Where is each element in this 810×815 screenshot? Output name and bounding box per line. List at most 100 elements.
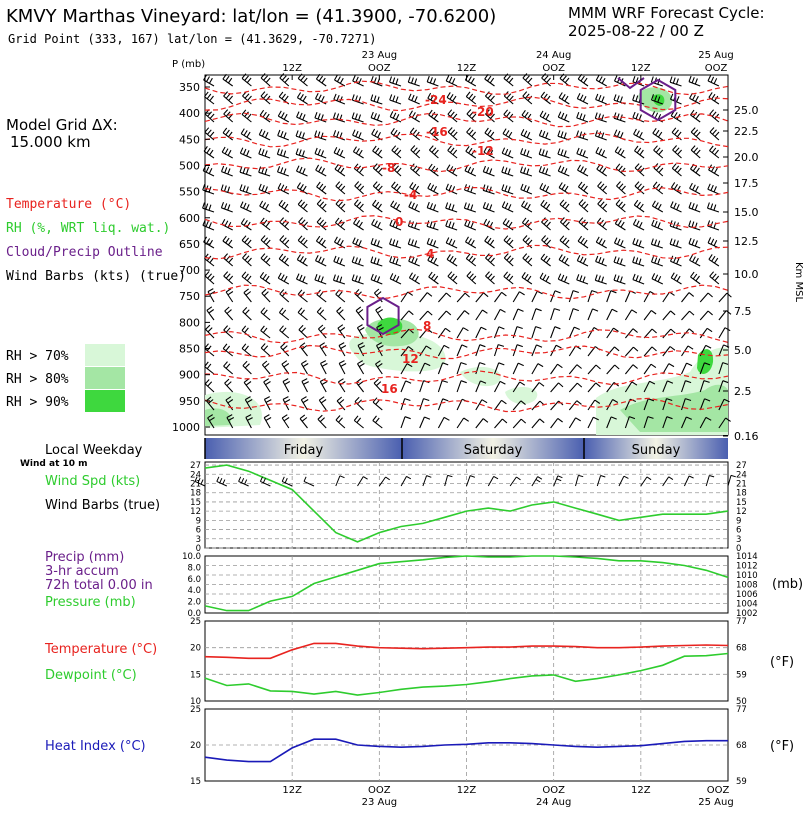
wind-barb <box>224 306 234 321</box>
wind-barb <box>577 181 589 195</box>
forecast-cycle-label: MMM WRF Forecast Cycle: <box>568 4 765 22</box>
wind-barb <box>597 181 608 195</box>
wind-barb <box>557 111 570 123</box>
wind-barb <box>614 146 626 159</box>
wind-barb <box>300 360 309 375</box>
wind-barb <box>258 148 271 159</box>
wind-barb <box>203 145 215 159</box>
wind-barb <box>225 288 234 303</box>
wind-barb <box>260 307 271 321</box>
weekday-name: Sunday <box>632 443 681 458</box>
km-tick-label: 20.0 <box>734 151 759 164</box>
rh-legend-label: RH > 70% <box>6 349 69 364</box>
wind-barb <box>662 310 676 321</box>
wind-barb <box>577 235 589 249</box>
wind-barb <box>576 130 589 141</box>
wind-barb <box>689 254 701 267</box>
wind-barb <box>428 163 439 177</box>
weekday-label: Local Weekday <box>45 443 143 458</box>
weekday-segment <box>584 438 728 459</box>
wind-barb <box>475 399 488 411</box>
wind-barb <box>456 417 470 429</box>
right-tick-label: 15 <box>736 498 747 508</box>
wind-barb <box>578 199 589 213</box>
wind-barb <box>632 218 645 231</box>
wind-barb <box>282 378 291 393</box>
wind-barb <box>437 310 452 321</box>
wind-barb <box>437 362 449 375</box>
wind-barb <box>483 218 495 231</box>
wind-barb <box>241 73 252 87</box>
wind-barb <box>662 328 676 339</box>
wind-barb <box>718 398 730 411</box>
wind-barb <box>220 202 233 213</box>
wind-barb <box>297 235 308 249</box>
top-hour-label: OOZ <box>368 63 391 74</box>
wind-barb <box>426 237 439 249</box>
pressure-tick-label: 700 <box>179 264 200 277</box>
precip-total-label: 72h total 0.00 in <box>45 578 153 593</box>
rh-region <box>460 366 501 387</box>
pressure-tick-label: 400 <box>179 107 200 120</box>
wind-barb <box>355 306 365 321</box>
wind-barb <box>222 343 234 357</box>
km-tick-label: 7.5 <box>734 305 752 318</box>
km-tick-label: 17.5 <box>734 177 759 190</box>
wind-10m-label: Wind at 10 m <box>20 459 88 469</box>
wind-barb <box>407 238 420 249</box>
wind-barb <box>594 130 607 141</box>
wind-barb <box>336 306 346 321</box>
cloud-outline <box>366 296 400 336</box>
wind-barb <box>688 202 701 213</box>
wind-barb <box>708 92 720 105</box>
wind-barb <box>594 112 607 123</box>
panel-frame <box>204 620 729 702</box>
wind-barb <box>485 271 495 285</box>
legend-rh: RH (%, WRT liq. wat.) <box>6 221 170 236</box>
rh-region <box>377 317 403 335</box>
heat-index-line <box>204 738 728 763</box>
bottom-date-label: 24 Aug <box>536 797 571 808</box>
pressure-tick-label: 650 <box>179 238 200 251</box>
wind-barb <box>540 199 551 213</box>
wind-barb <box>531 363 544 375</box>
wind-barb <box>220 184 233 195</box>
wind-barb <box>260 91 271 105</box>
wind-barb <box>456 344 468 357</box>
isotherm-label: -20 <box>472 105 494 119</box>
pressure-tick-label: 600 <box>179 212 200 225</box>
wind-barb <box>278 253 290 267</box>
km-tick-label: 0.16 <box>734 430 759 443</box>
wind-barb <box>419 416 431 429</box>
surface-wind-barb <box>596 475 606 487</box>
isotherm-label: 4 <box>426 247 434 261</box>
wind-barb <box>539 182 551 195</box>
wind-barb <box>662 398 673 411</box>
chart-title: KMVY Marthas Vineyard: lat/lon = (41.390… <box>6 6 496 27</box>
wind-barb <box>389 273 402 285</box>
wind-barb <box>221 218 233 231</box>
wind-barb <box>239 166 252 177</box>
wind-barb <box>520 129 533 141</box>
wind-barb <box>276 148 289 159</box>
legend-wind: Wind Barbs (kts) (true) <box>6 269 186 284</box>
left-tick-label: 15 <box>190 777 201 787</box>
wind-barb <box>519 166 533 177</box>
wind-barb <box>241 343 252 357</box>
right-tick-label: 12 <box>736 507 747 517</box>
isotherm-label: 0 <box>395 215 403 229</box>
wind-barb <box>482 184 495 195</box>
wind-barb <box>335 199 346 213</box>
isotherm-line <box>204 157 729 173</box>
wind-barb <box>718 380 729 393</box>
wind-barb <box>390 200 402 213</box>
precip-pressure-panel: 0.02.04.06.08.010.0100210041006100810101… <box>182 552 758 619</box>
surface-wind-barb <box>727 474 736 487</box>
wind-barb <box>260 235 271 249</box>
km-tick-label: 25.0 <box>734 104 759 117</box>
left-tick-label: 27 <box>190 461 201 471</box>
top-date-label: 24 Aug <box>536 50 571 61</box>
wind-barb <box>407 76 420 87</box>
